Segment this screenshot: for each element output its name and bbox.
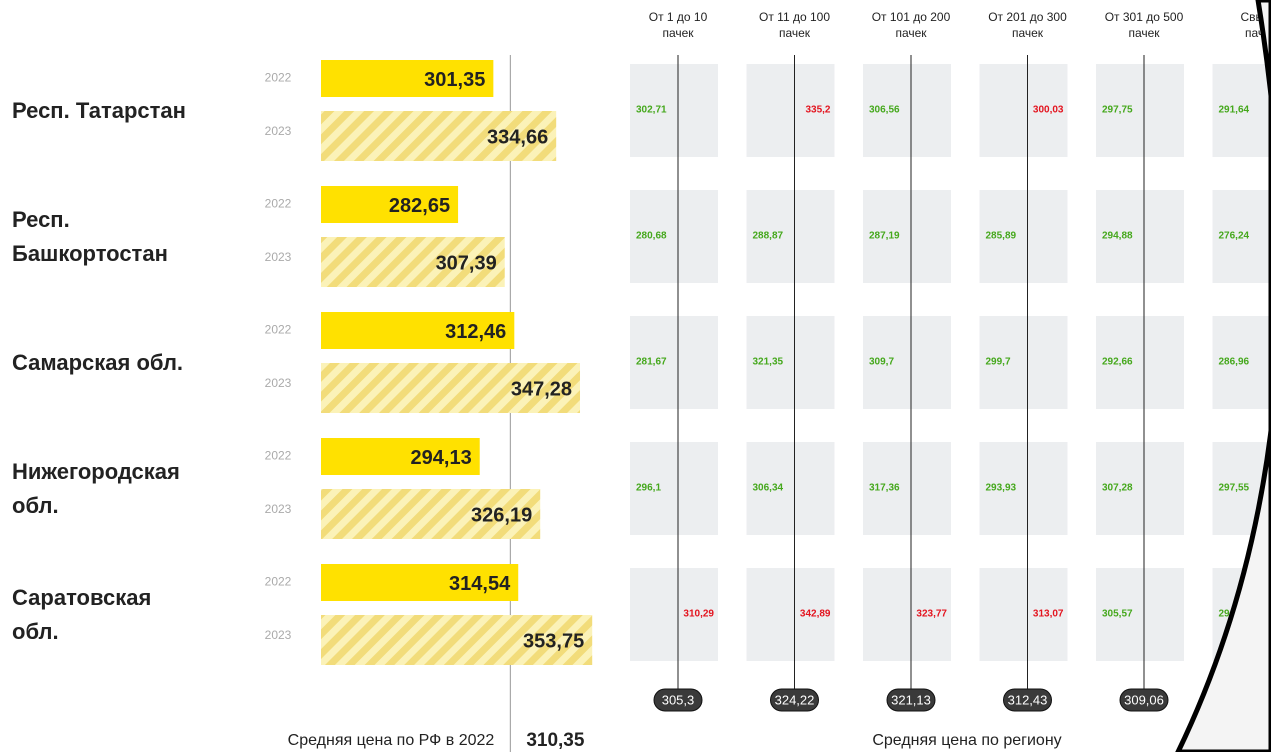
column-header: пачек bbox=[662, 26, 694, 40]
bar-label: 301,35 bbox=[424, 69, 485, 91]
cell-value: 280,68 bbox=[636, 231, 667, 242]
series-label: 2022 bbox=[265, 323, 292, 337]
chart: 302,71 280,68 281,67 296,1 310,29 От 1 до 10 п… bbox=[0, 0, 1271, 752]
bar-label: 294,13 bbox=[411, 447, 472, 469]
category-label: Респ. Татарстан bbox=[12, 98, 186, 123]
cell-value: 300,03 bbox=[1033, 105, 1064, 116]
grid-footer: Средняя цена по региону bbox=[872, 732, 1061, 749]
cell-value: 299,7 bbox=[986, 357, 1011, 368]
bar-label: 282,65 bbox=[389, 195, 450, 217]
bar-label: 307,39 bbox=[436, 252, 497, 274]
cell-value: 335,2 bbox=[805, 105, 830, 116]
column-header: От 11 до 100 bbox=[759, 10, 830, 24]
bar-label: 314,54 bbox=[449, 573, 511, 595]
reference-label: Средняя цена по РФ в 2022 bbox=[288, 732, 495, 749]
cell-value: 296,1 bbox=[636, 483, 661, 494]
category-label: Респ. bbox=[12, 207, 70, 232]
category-label: обл. bbox=[12, 619, 59, 644]
category-label: Нижегородская bbox=[12, 459, 180, 484]
page: 302,71 280,68 281,67 296,1 310,29 От 1 до 10 п… bbox=[0, 0, 1271, 752]
series-label: 2022 bbox=[265, 71, 292, 85]
bar-label: 334,66 bbox=[487, 126, 548, 148]
cell-value: 293,93 bbox=[986, 483, 1017, 494]
cell-value: 306,56 bbox=[869, 105, 900, 116]
average-label: 324,22 bbox=[775, 692, 815, 707]
bar-label: 347,28 bbox=[511, 378, 572, 400]
cell-value: 321,35 bbox=[753, 357, 784, 368]
cell-value: 288,87 bbox=[753, 231, 784, 242]
cell-value: 292,66 bbox=[1102, 357, 1133, 368]
cell-value: 287,19 bbox=[869, 231, 900, 242]
column-header: От 101 до 200 bbox=[872, 10, 951, 24]
cell-value: 313,07 bbox=[1033, 609, 1064, 620]
cell-value: 323,77 bbox=[916, 609, 947, 620]
cell-value: 297,75 bbox=[1102, 105, 1133, 116]
series-label: 2022 bbox=[265, 575, 292, 589]
bar-label: 326,19 bbox=[471, 504, 532, 526]
cell-value: 307,28 bbox=[1102, 483, 1133, 494]
series-label: 2023 bbox=[265, 502, 292, 516]
cell-value: 342,89 bbox=[800, 609, 831, 620]
cell-value: 305,57 bbox=[1102, 609, 1133, 620]
category-label: Самарская обл. bbox=[12, 350, 183, 375]
average-label: 312,43 bbox=[1008, 692, 1048, 707]
column-header: пачек bbox=[779, 26, 811, 40]
average-label: 321,13 bbox=[891, 692, 931, 707]
cell-value: 281,67 bbox=[636, 357, 667, 368]
average-label: 309,06 bbox=[1124, 692, 1164, 707]
cell-value: 306,34 bbox=[753, 483, 784, 494]
reference-value: 310,35 bbox=[526, 730, 585, 751]
column-header: пачек bbox=[1012, 26, 1044, 40]
cell-value: 286,96 bbox=[1219, 357, 1250, 368]
column-header: От 1 до 10 bbox=[649, 10, 708, 24]
cell-value: 285,89 bbox=[986, 231, 1017, 242]
series-label: 2022 bbox=[265, 197, 292, 211]
series-label: 2023 bbox=[265, 376, 292, 390]
cell-value: 276,24 bbox=[1219, 231, 1250, 242]
column-header: От 301 до 500 bbox=[1105, 10, 1184, 24]
category-label: Башкортостан bbox=[12, 241, 168, 266]
series-label: 2023 bbox=[265, 250, 292, 264]
column-header: От 201 до 300 bbox=[988, 10, 1067, 24]
series-label: 2023 bbox=[265, 124, 292, 138]
series-label: 2023 bbox=[265, 628, 292, 642]
cell-value: 297,55 bbox=[1219, 483, 1250, 494]
category-label: обл. bbox=[12, 493, 59, 518]
cell-value: 310,29 bbox=[683, 609, 714, 620]
series-label: 2022 bbox=[265, 449, 292, 463]
column-header: пачек bbox=[1128, 26, 1160, 40]
cell-value: 302,71 bbox=[636, 105, 667, 116]
bar-label: 353,75 bbox=[523, 630, 584, 652]
column-header: пачек bbox=[895, 26, 927, 40]
cell-value: 317,36 bbox=[869, 483, 900, 494]
cell-value: 309,7 bbox=[869, 357, 894, 368]
cell-value: 294,88 bbox=[1102, 231, 1133, 242]
category-label: Саратовская bbox=[12, 585, 151, 610]
cell-value: 291,64 bbox=[1219, 105, 1250, 116]
bar-label: 312,46 bbox=[445, 321, 506, 343]
average-label: 305,3 bbox=[662, 692, 695, 707]
